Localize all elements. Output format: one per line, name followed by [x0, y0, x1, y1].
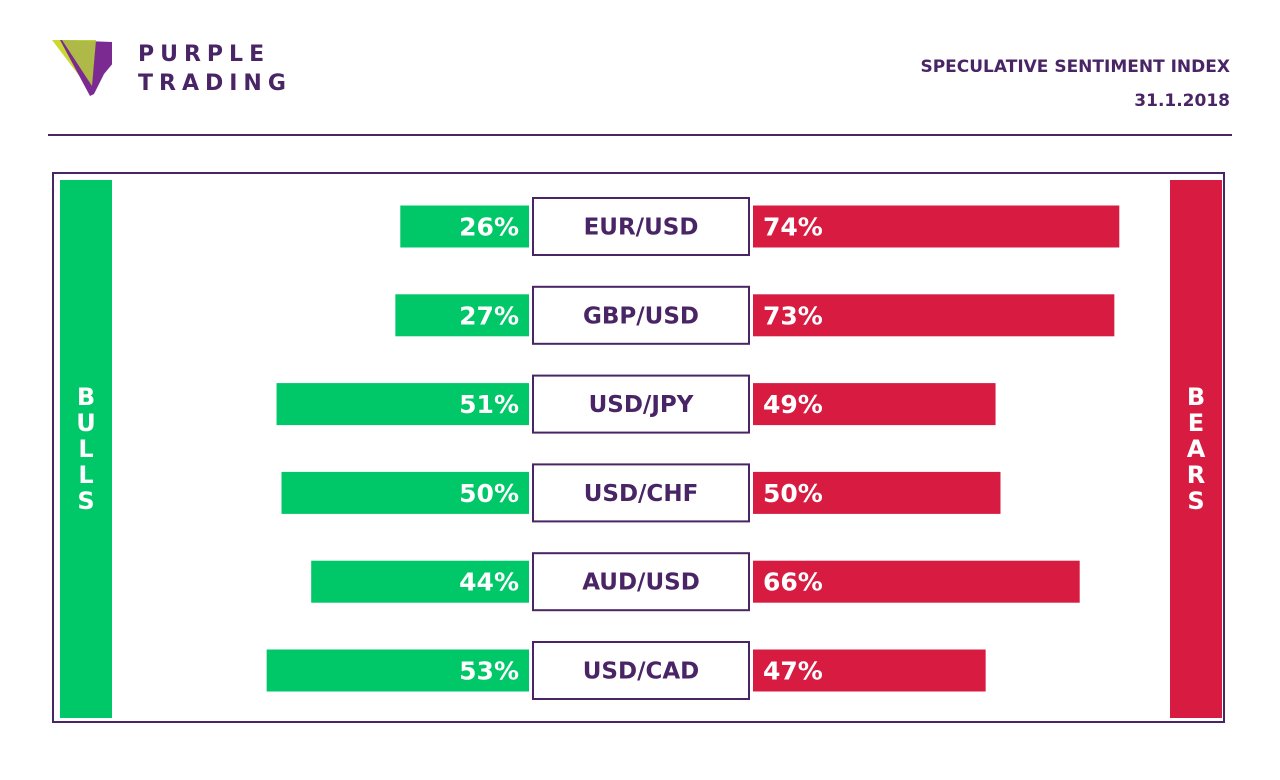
- logo-icon: [52, 40, 112, 96]
- logo-wordmark: PURPLE TRADING: [138, 40, 292, 98]
- bulls-value-label: 50%: [459, 479, 519, 508]
- currency-pair-label: USD/CAD: [583, 659, 700, 685]
- pair-box: [532, 463, 750, 523]
- pair-box: [532, 552, 750, 612]
- bulls-side-label: B U L L S: [60, 180, 112, 718]
- page-title: SPECULATIVE SENTIMENT INDEX: [920, 57, 1230, 77]
- logo-line-2: TRADING: [138, 71, 292, 96]
- purple-trading-logo: PURPLE TRADING: [52, 40, 312, 100]
- bulls-bar: [276, 383, 529, 426]
- bears-side-label: B E A R S: [1170, 180, 1222, 718]
- bears-letter: B: [1186, 383, 1206, 411]
- currency-pair-label: GBP/USD: [583, 303, 699, 329]
- bears-letter: E: [1187, 409, 1205, 437]
- bears-bar: [753, 560, 1080, 603]
- bulls-bar: [266, 649, 529, 692]
- bulls-value-label: 53%: [459, 657, 519, 686]
- bulls-bar: [400, 205, 529, 248]
- bulls-letter: L: [78, 461, 94, 489]
- bears-value-label: 66%: [763, 568, 823, 597]
- bears-bar: [753, 383, 996, 426]
- bulls-value-label: 26%: [459, 213, 519, 242]
- report-date: 31.1.2018: [1134, 91, 1230, 111]
- bulls-letter: B: [76, 383, 96, 411]
- header-info: SPECULATIVE SENTIMENT INDEX 31.1.2018: [920, 58, 1230, 110]
- bears-letter: S: [1187, 487, 1205, 515]
- bears-letter: R: [1186, 461, 1206, 489]
- bears-bar: [753, 294, 1115, 337]
- bears-bar: [753, 471, 1001, 514]
- pair-box: [532, 641, 750, 700]
- bulls-letter: U: [76, 409, 96, 437]
- currency-pair-label: EUR/USD: [584, 215, 699, 241]
- currency-pair-label: USD/CHF: [584, 481, 699, 507]
- currency-pair-label: USD/JPY: [589, 392, 694, 418]
- bears-value-label: 49%: [763, 390, 823, 419]
- bears-value-label: 73%: [763, 301, 823, 330]
- bulls-bar: [281, 471, 529, 514]
- bears-value-label: 74%: [763, 213, 823, 242]
- bears-value-label: 47%: [763, 657, 823, 686]
- bulls-letter: S: [77, 487, 95, 515]
- bears-bar: [753, 205, 1120, 248]
- logo-line-1: PURPLE: [138, 42, 271, 67]
- bulls-bar: [395, 294, 529, 337]
- bulls-letter: L: [78, 435, 94, 463]
- bulls-value-label: 51%: [459, 390, 519, 419]
- currency-pair-label: AUD/USD: [582, 570, 700, 596]
- bulls-value-label: 44%: [459, 568, 519, 597]
- bulls-value-label: 27%: [459, 301, 519, 330]
- pair-box: [532, 374, 750, 434]
- pair-box: [532, 197, 750, 256]
- chart-frame: [52, 172, 1225, 723]
- pair-box: [532, 285, 750, 345]
- bears-letter: A: [1186, 435, 1206, 463]
- header-divider: [48, 134, 1232, 136]
- bears-value-label: 50%: [763, 479, 823, 508]
- bears-bar: [753, 649, 986, 692]
- bulls-bar: [311, 560, 529, 603]
